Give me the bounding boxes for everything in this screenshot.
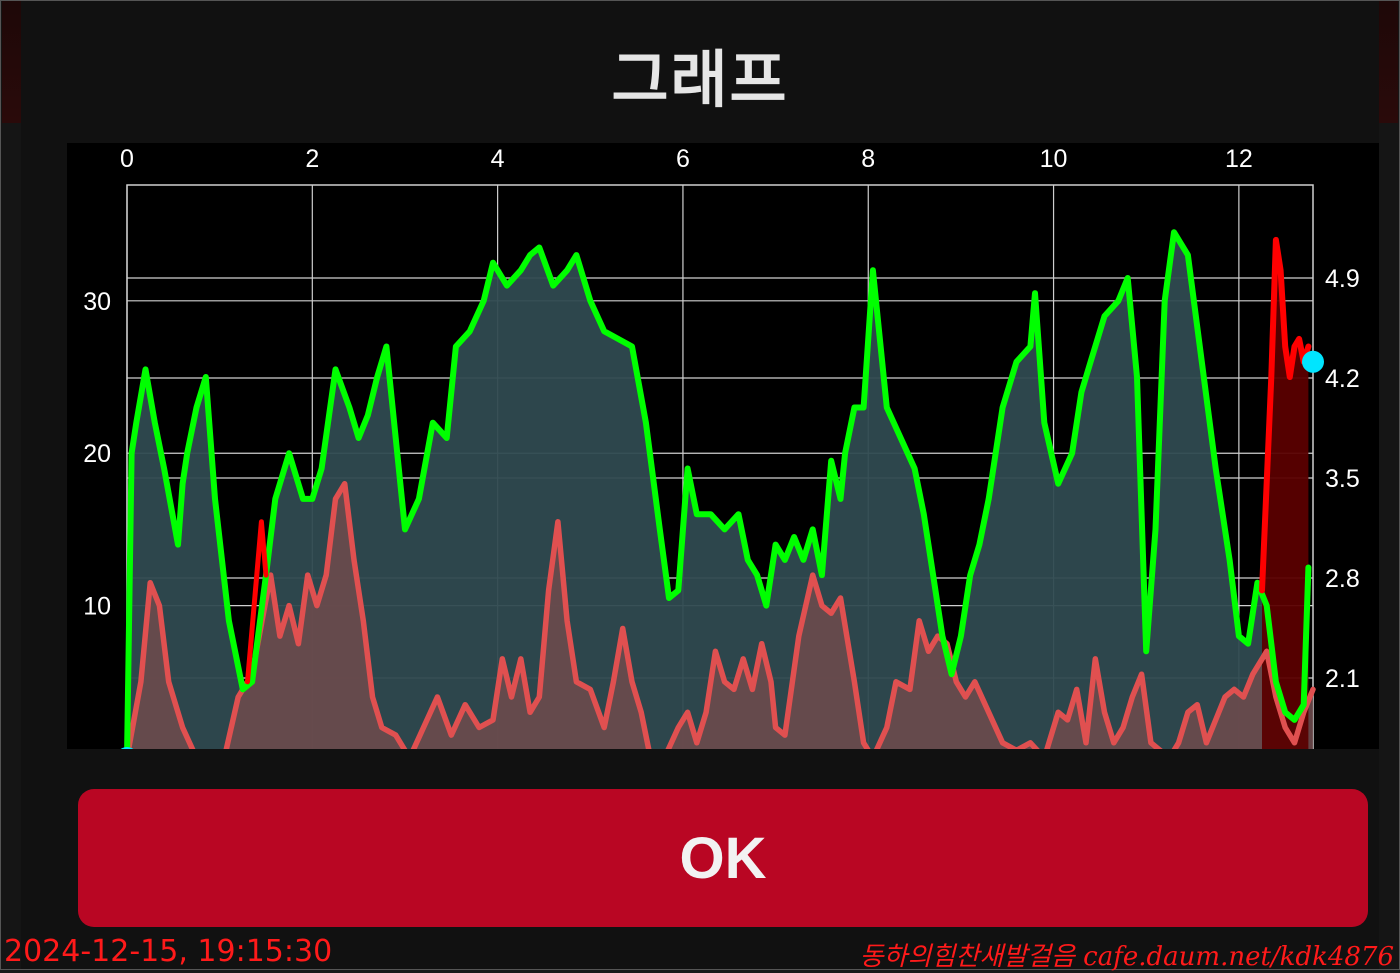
series-primary-area: [127, 232, 1309, 749]
y-left-tick-label: 10: [83, 593, 111, 621]
series-secondary-line: [125, 480, 1316, 749]
markers: [120, 350, 1324, 749]
x-tick-label: 4: [491, 145, 505, 173]
x-tick-label: 12: [1225, 145, 1253, 173]
graph-dialog: 그래프 0 2 4 6 8 10 12 10 20 30 2.1 2.8 3.5 4.2 4.9 OK: [21, 1, 1379, 969]
y-right-tick-label: 3.5: [1325, 465, 1360, 493]
y-right-tick-label: 2.1: [1325, 665, 1360, 693]
x-tick-label: 6: [676, 145, 690, 173]
x-tick-label: 2: [305, 145, 319, 173]
y-right-tick-label: 4.9: [1325, 265, 1360, 293]
dialog-title: 그래프: [611, 43, 789, 116]
ok-button[interactable]: OK: [78, 789, 1368, 927]
x-tick-label: 10: [1040, 145, 1068, 173]
background-edge-right: [1378, 1, 1398, 123]
background-edge-left: [2, 1, 22, 123]
watermark-timestamp: 2024-12-15, 19:15:30: [4, 934, 333, 969]
series-primary-line: [124, 229, 1312, 749]
watermark-site: 동하의힘찬새발걸음 cafe.daum.net/kdk4876: [859, 942, 1394, 972]
y-left-tick-label: 30: [83, 288, 111, 316]
marker-dot: [1302, 350, 1324, 373]
y-left-tick-label: 20: [83, 440, 111, 468]
series-highlight-line: [1259, 236, 1312, 594]
x-tick-label: 8: [861, 145, 875, 173]
graph-chart: 0 2 4 6 8 10 12 10 20 30 2.1 2.8 3.5 4.2 4.9: [67, 143, 1379, 749]
y-right-tick-label: 2.8: [1325, 565, 1360, 593]
x-tick-label: 0: [120, 145, 134, 173]
y-right-tick-label: 4.2: [1325, 365, 1360, 393]
tick-labels: 0 2 4 6 8 10 12 10 20 30 2.1 2.8 3.5 4.2 4.9: [83, 145, 1360, 693]
graph-chart-svg: 0 2 4 6 8 10 12 10 20 30 2.1 2.8 3.5 4.2 4.9: [83, 145, 1360, 749]
series-highlight-small-line: [245, 519, 269, 685]
marker-dot: [120, 747, 134, 749]
series-secondary-area: [128, 483, 1313, 749]
series-lines: [124, 229, 1316, 749]
